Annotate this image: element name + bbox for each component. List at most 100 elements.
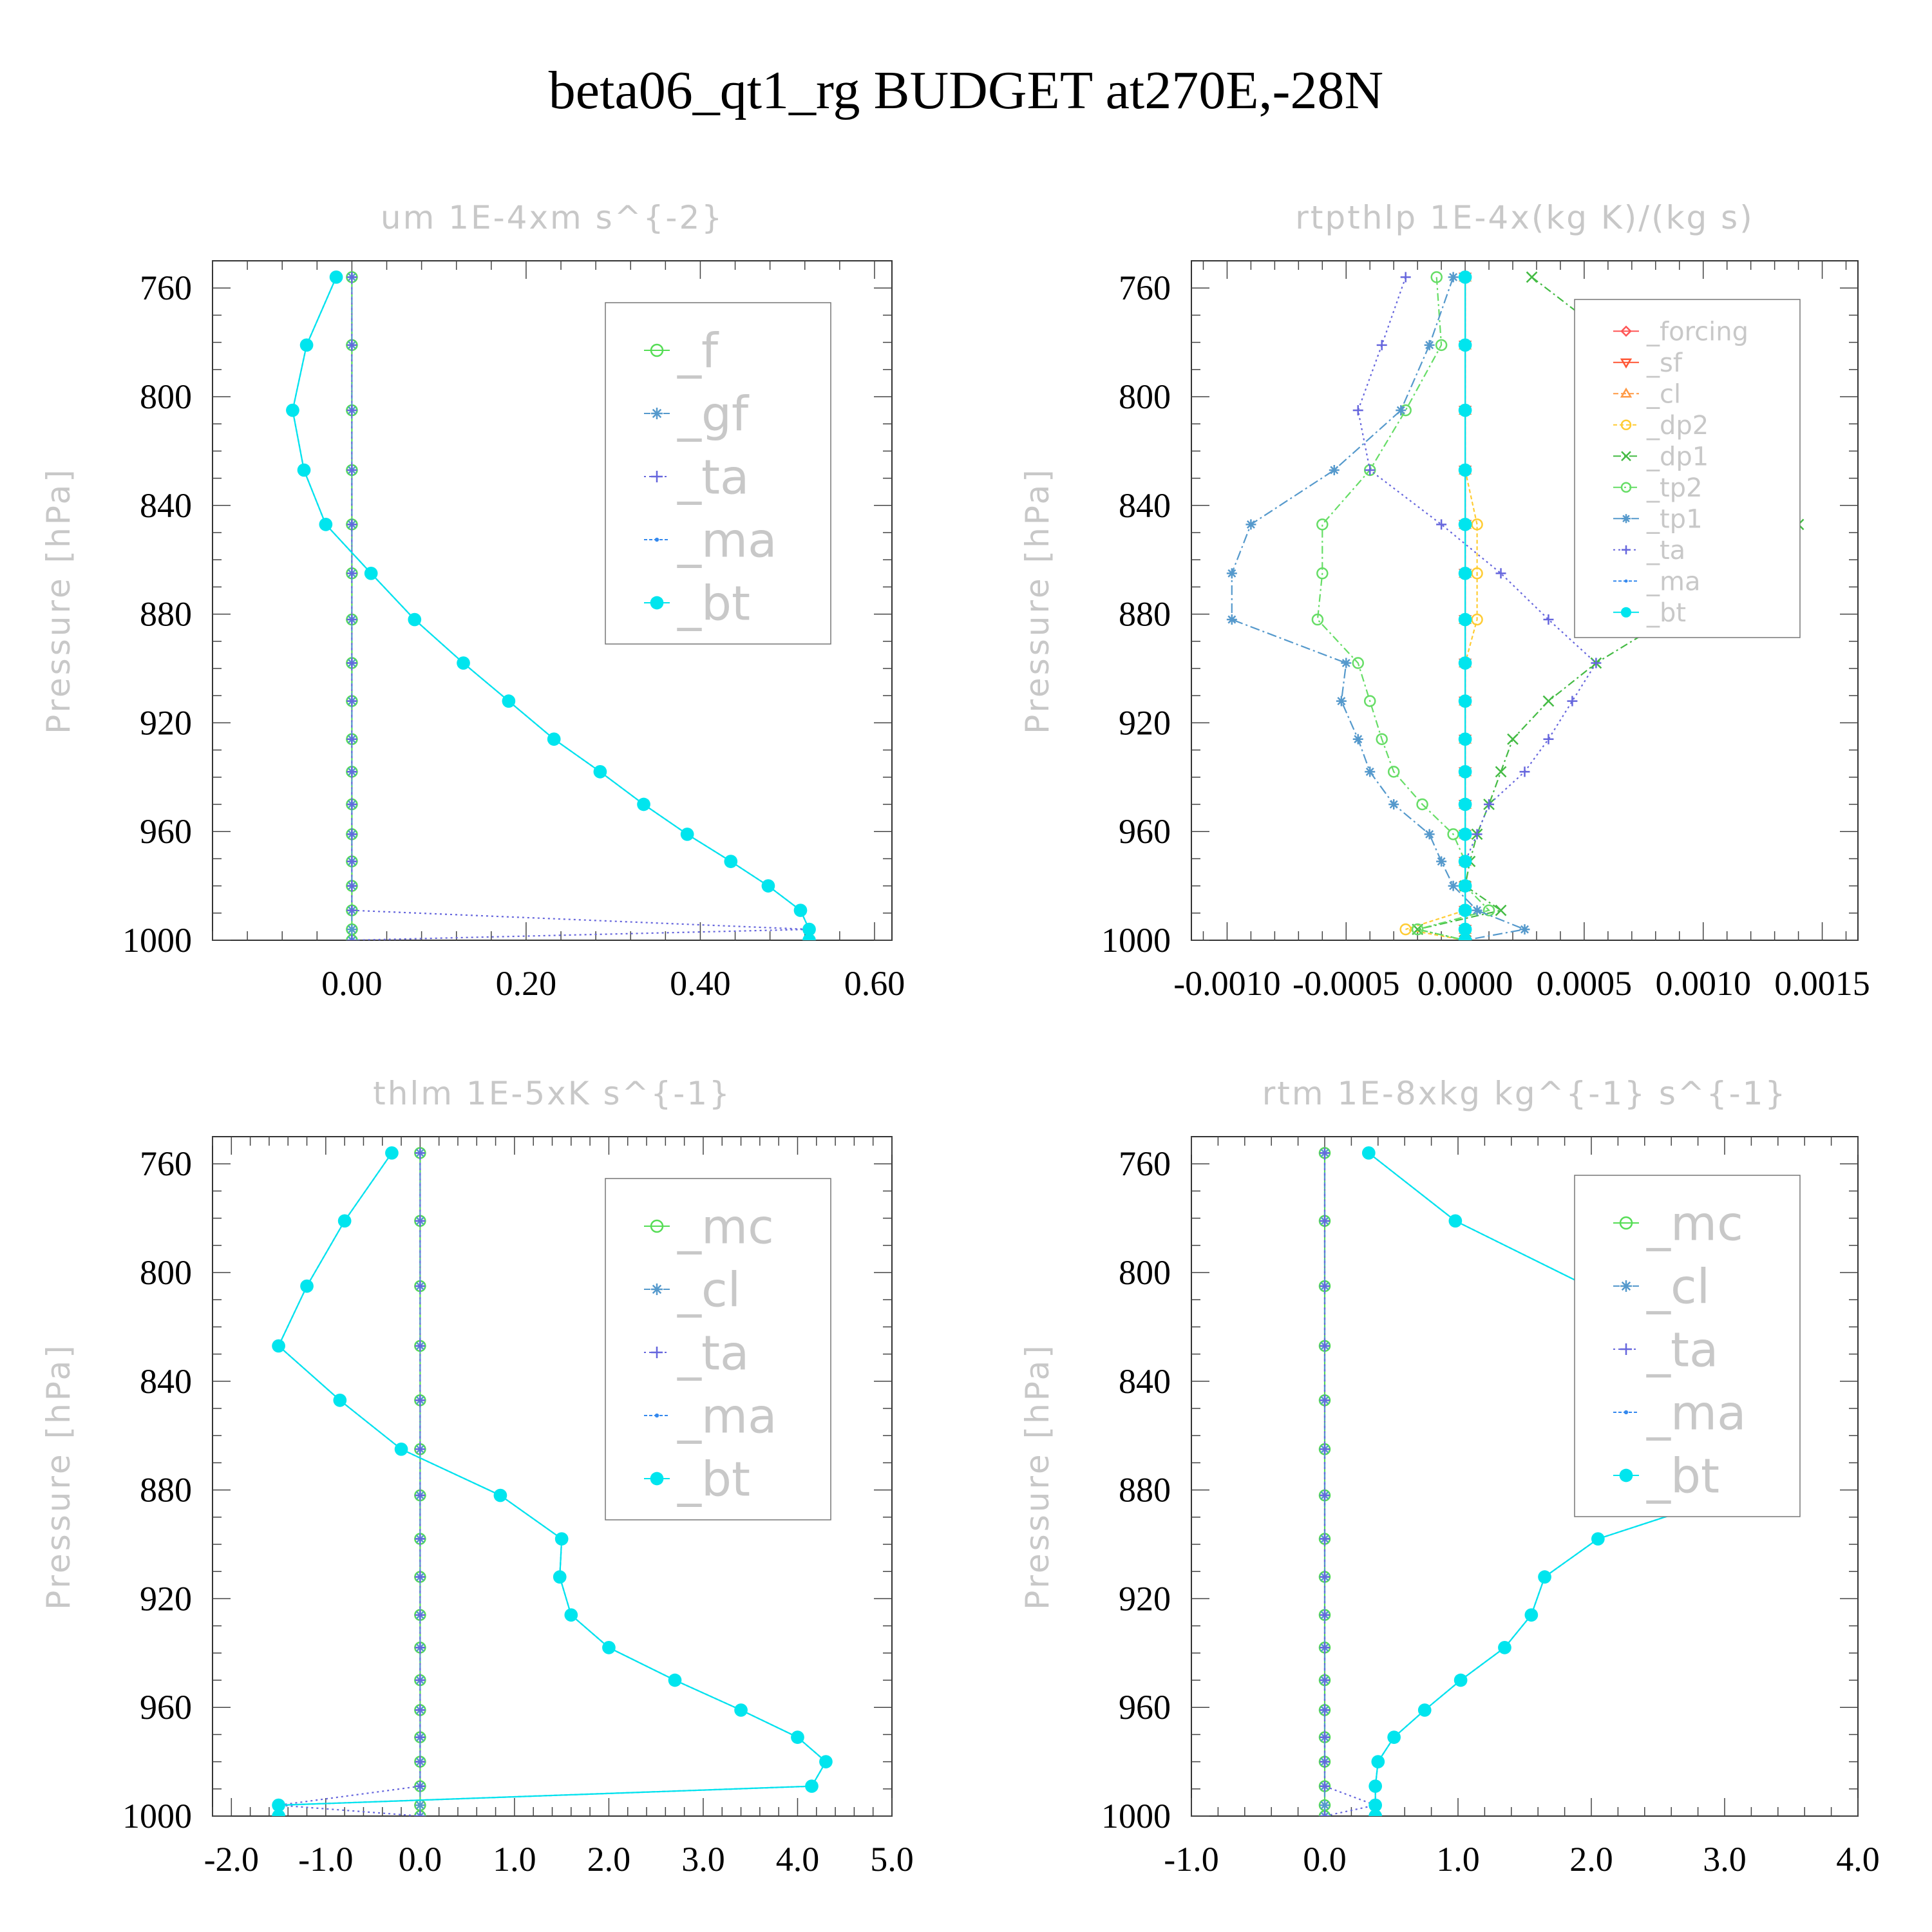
legend-label: _bt [677,1452,750,1508]
data-point [1458,828,1472,841]
y-tick-label: 960 [140,812,192,851]
data-point [1458,933,1472,940]
legend: _f _gf _ta _ma _bt [605,302,831,645]
data-point [1387,1730,1401,1744]
data-point [1447,828,1459,840]
legend-label: _cl [1646,1260,1710,1315]
y-tick-label: 800 [140,377,192,416]
panel-0: um 1E-4xm s^{-2} Pressure [hPa] 760 800 840 8… [40,199,905,1003]
series-line [1231,276,1528,940]
y-axis-label: Pressure [hPa] [1019,1343,1056,1610]
x-tick-label: -0.0010 [1173,964,1280,1003]
data-point [1458,403,1472,417]
data-point [299,338,314,352]
data-point [1495,904,1507,916]
legend-label: _ma [1646,567,1700,597]
legend-marker [1622,514,1631,524]
data-point [364,566,378,580]
data-point [1226,614,1237,625]
data-point [1396,405,1406,416]
legend-item: _f [644,324,719,379]
data-point [1448,272,1459,283]
plot-area [286,270,816,940]
data-point [319,517,333,531]
y-tick-label: 840 [1119,486,1171,525]
legend-marker [650,1219,664,1233]
data-point [1311,613,1324,626]
legend: _forcing_sf_cl_dp2_dp1_tp2_tp1_ta_ma_bt [1574,299,1801,638]
series-tp1 [1226,272,1530,940]
data-point [1399,923,1412,936]
data-point [415,1756,426,1767]
x-tick-label: 4.0 [776,1840,820,1879]
y-axis-label: Pressure [hPa] [40,467,77,734]
data-point [1454,1673,1468,1687]
data-point [1320,1340,1330,1351]
data-point [602,1641,616,1654]
legend-item: _ta [644,450,749,506]
series-bt [1458,270,1472,940]
legend-item: _dp2 [1613,411,1709,440]
data-point [415,1148,426,1159]
legend-label: _gf [677,387,750,442]
legend-label: _ta [677,1326,749,1381]
legend-marker [1619,1468,1633,1482]
x-tick-label: 1.0 [493,1840,536,1879]
x-tick-label: 0.0000 [1417,964,1513,1003]
data-point [385,1146,399,1160]
series-tp2 [1311,271,1495,940]
data-point [1226,568,1237,579]
legend-label: _tp2 [1646,473,1703,503]
y-tick-label: 880 [1119,595,1171,634]
data-point [1371,1755,1385,1768]
x-tick-label: 0.20 [496,964,557,1003]
x-tick-label: 1.0 [1436,1840,1480,1879]
legend-box [605,1178,831,1520]
legend-item: _mc [644,1200,774,1255]
x-tick-label: 0.0010 [1655,964,1751,1003]
data-point [802,933,816,940]
y-tick-label: 760 [140,269,192,307]
legend-item: _ta [644,1326,749,1381]
data-point [1316,518,1329,531]
legend-marker [1622,545,1631,554]
series-line [1357,276,1597,940]
data-point [1320,1811,1330,1816]
data-point [1458,694,1472,708]
legend-marker [1620,1343,1632,1355]
data-point [1498,1641,1511,1654]
legend-label: _tp1 [1646,505,1703,535]
y-axis-label: Pressure [hPa] [40,1343,77,1610]
data-point [329,270,343,284]
data-point [1400,272,1411,283]
legend-label: _mc [1646,1197,1743,1252]
y-tick-label: 920 [1119,703,1171,742]
y-tick-label: 880 [140,1471,192,1510]
data-point [1352,734,1363,744]
data-point [415,1609,426,1620]
data-point [1365,464,1376,475]
data-point [415,1533,426,1544]
legend-marker [654,1413,659,1418]
data-point [346,734,357,744]
data-point [1320,1642,1330,1653]
data-point [1430,271,1443,283]
legend-label: _bt [1646,1449,1719,1504]
data-point [346,766,357,777]
plot-frame [1191,1136,1859,1817]
y-tick-label: 840 [1119,1362,1171,1401]
data-point [415,1732,426,1743]
y-tick-label: 1000 [1101,1797,1171,1835]
data-point [593,765,607,779]
x-tick-label: 0.0015 [1774,964,1870,1003]
data-point [1387,766,1400,778]
x-tick-label: -1.0 [298,1840,353,1879]
x-tick-label: 0.00 [321,964,383,1003]
legend-marker [1620,325,1632,337]
data-point [1316,567,1329,580]
legend-item: _ma [644,513,777,569]
data-point [333,1393,347,1407]
y-tick-label: 960 [140,1688,192,1727]
data-point [547,732,561,746]
data-point [1320,1533,1330,1544]
